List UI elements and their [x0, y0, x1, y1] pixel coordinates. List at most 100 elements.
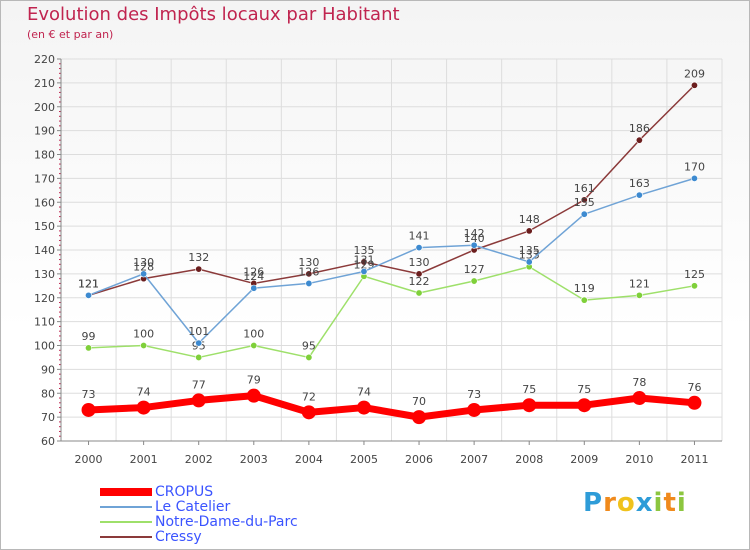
- y-tick-label: 180: [34, 149, 55, 162]
- y-tick-label: 80: [41, 387, 55, 400]
- data-point: [85, 291, 93, 299]
- data-label: 140: [464, 232, 485, 245]
- data-label: 148: [519, 213, 540, 226]
- data-point: [580, 210, 588, 218]
- data-point: [305, 353, 313, 361]
- data-label: 132: [188, 251, 209, 264]
- data-label: 73: [82, 388, 96, 401]
- proxiti-logo: Proxiti: [583, 488, 687, 518]
- series-line-le-catelier: [88, 177, 695, 344]
- logo-letter: o: [616, 488, 636, 518]
- data-point: [140, 341, 148, 349]
- data-point: [415, 289, 423, 297]
- y-tick-label: 130: [34, 268, 55, 281]
- x-tick-label: 2000: [75, 453, 103, 466]
- chart-title: Evolution des Impôts locaux par Habitant: [27, 4, 400, 25]
- series-line-cressy: [88, 84, 695, 297]
- data-label: 100: [133, 328, 154, 341]
- x-tick-label: 2006: [405, 453, 433, 466]
- data-label: 131: [353, 253, 374, 266]
- data-point: [305, 270, 313, 278]
- data-label: 119: [574, 282, 595, 295]
- data-label: 135: [353, 244, 374, 257]
- data-label: 130: [298, 256, 319, 269]
- data-point: [467, 402, 482, 417]
- legend-label-cressy: Cressy: [155, 529, 202, 545]
- series-line-notre-dame-du-parc: [88, 265, 695, 359]
- data-point: [632, 391, 647, 406]
- data-label: 121: [78, 277, 99, 290]
- x-tick-label: 2002: [185, 453, 213, 466]
- series-line-cropus: [88, 392, 695, 421]
- data-label: 121: [629, 277, 650, 290]
- data-point: [580, 196, 588, 204]
- y-tick-label: 90: [41, 363, 55, 376]
- data-point: [360, 258, 368, 266]
- data-point: [687, 395, 702, 410]
- logo-letter: i: [676, 488, 687, 518]
- data-label: 121: [78, 277, 99, 290]
- y-tick-label: 190: [34, 125, 55, 138]
- data-label: 155: [574, 196, 595, 209]
- data-point: [470, 277, 478, 285]
- legend-swatch-notre-dame-du-parc: [100, 521, 152, 523]
- y-tick-label: 60: [41, 435, 55, 448]
- data-label: 78: [632, 376, 646, 389]
- x-tick-label: 2008: [515, 453, 543, 466]
- data-label: 125: [684, 268, 705, 281]
- data-label: 161: [574, 182, 595, 195]
- data-point: [250, 284, 258, 292]
- x-tick-label: 2009: [570, 453, 598, 466]
- x-tick-label: 2011: [680, 453, 708, 466]
- data-label: 74: [357, 386, 371, 399]
- y-tick-label: 120: [34, 292, 55, 305]
- data-point: [360, 267, 368, 275]
- y-tick-label: 220: [34, 53, 55, 66]
- y-tick-label: 110: [34, 316, 55, 329]
- data-point: [635, 291, 643, 299]
- data-point: [81, 402, 96, 417]
- data-label: 209: [684, 67, 705, 80]
- x-tick-label: 2003: [240, 453, 268, 466]
- data-point: [85, 344, 93, 352]
- data-label: 142: [464, 227, 485, 240]
- x-tick-label: 2005: [350, 453, 378, 466]
- data-point: [412, 410, 427, 425]
- legend-label-notre-dame-du-parc: Notre-Dame-du-Parc: [155, 514, 298, 530]
- chart-subtitle: (en € et par an): [27, 28, 114, 41]
- data-label: 101: [188, 325, 209, 338]
- y-tick-label: 100: [34, 340, 55, 353]
- logo-letter: P: [583, 488, 604, 518]
- data-label: 127: [464, 263, 485, 276]
- data-point: [415, 270, 423, 278]
- data-label: 124: [243, 270, 264, 283]
- data-label: 129: [353, 258, 374, 271]
- data-label: 75: [522, 383, 536, 396]
- x-tick-label: 2007: [460, 453, 488, 466]
- data-label: 130: [133, 256, 154, 269]
- data-point: [246, 388, 261, 403]
- data-label: 70: [412, 395, 426, 408]
- y-tick-label: 150: [34, 220, 55, 233]
- y-tick-label: 140: [34, 244, 55, 257]
- data-point: [690, 282, 698, 290]
- data-label: 72: [302, 390, 316, 403]
- data-point: [250, 341, 258, 349]
- data-label: 126: [298, 265, 319, 278]
- logo-letter: r: [603, 488, 617, 518]
- legend-label-le-catelier: Le Catelier: [155, 499, 231, 515]
- data-point: [415, 244, 423, 252]
- x-tick-label: 2004: [295, 453, 323, 466]
- data-point: [580, 296, 588, 304]
- logo-letter: x: [635, 488, 654, 518]
- data-point: [140, 270, 148, 278]
- legend-swatch-cressy: [100, 536, 152, 538]
- y-tick-label: 200: [34, 101, 55, 114]
- data-label: 122: [409, 275, 430, 288]
- data-label: 128: [133, 261, 154, 274]
- data-point: [301, 405, 316, 420]
- data-label: 126: [243, 265, 264, 278]
- data-point: [191, 393, 206, 408]
